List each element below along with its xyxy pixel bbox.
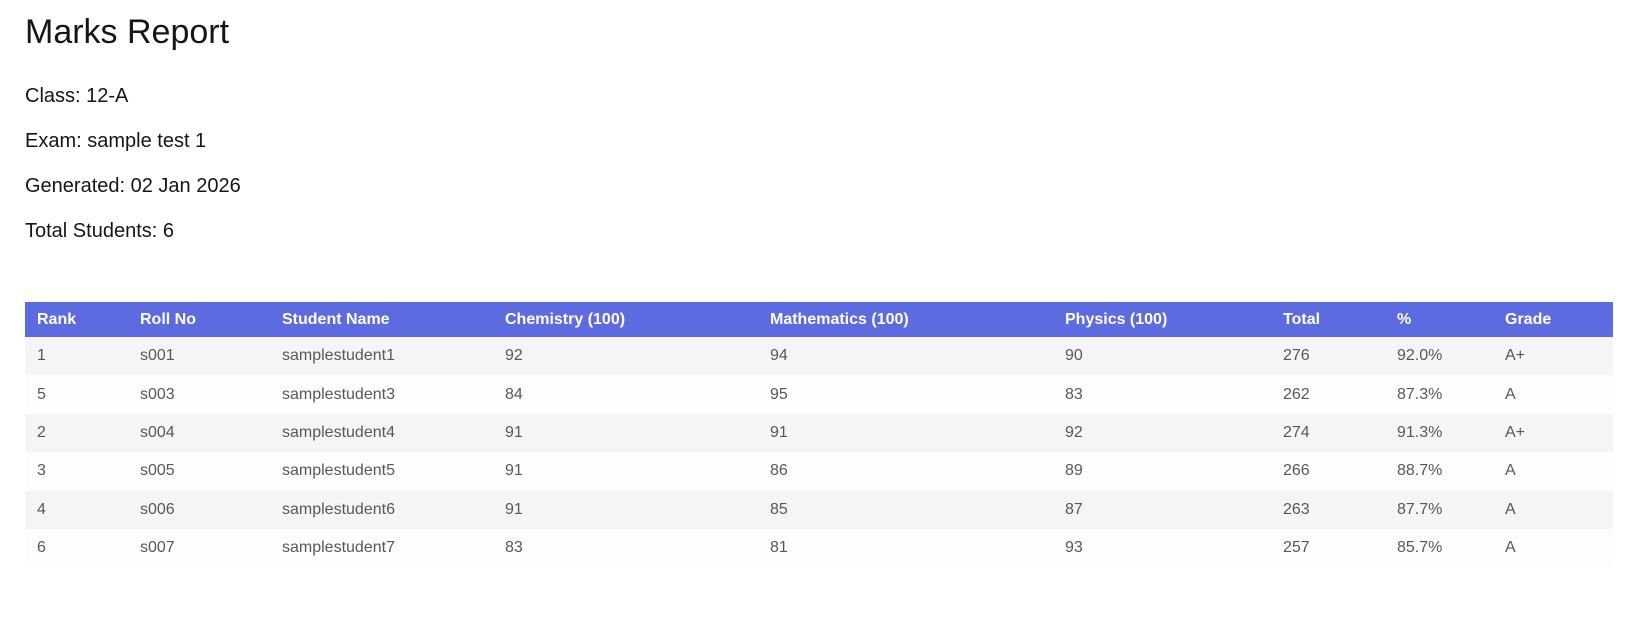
table-cell: s001 — [140, 347, 175, 365]
report-title: Marks Report — [25, 13, 230, 51]
table-cell: 81 — [770, 539, 788, 557]
table-cell: 91 — [505, 500, 523, 518]
table-cell: s003 — [140, 385, 175, 403]
table-row: 3 s005 samplestudent5 91 86 89 266 88.7% A — [25, 452, 1613, 491]
table-cell: samplestudent6 — [282, 500, 395, 518]
marks-table: Rank Roll No Student Name Chemistry (100) Ma… — [25, 302, 1613, 568]
table-cell: samplestudent3 — [282, 385, 395, 403]
table-cell: 91 — [770, 423, 788, 441]
table-cell: samplestudent5 — [282, 462, 395, 480]
table-header-cell: Rank — [25, 302, 128, 337]
table-cell: 4 — [37, 500, 46, 518]
table-cell: 87.7% — [1397, 500, 1443, 518]
table-cell: 257 — [1283, 539, 1310, 557]
table-cell: 85 — [770, 500, 788, 518]
table-cell: A — [1505, 385, 1516, 403]
table-cell: A — [1505, 462, 1516, 480]
table-cell: 93 — [1065, 539, 1083, 557]
table-header-cell: Physics (100) — [1053, 302, 1271, 337]
table-row: 4 s006 samplestudent6 91 85 87 263 87.7% A — [25, 490, 1613, 529]
table-cell: 91 — [505, 423, 523, 441]
table-cell: 88.7% — [1397, 462, 1443, 480]
table-header-cell: Total — [1271, 302, 1385, 337]
table-cell: 91.3% — [1397, 423, 1443, 441]
table-cell: s005 — [140, 462, 175, 480]
table-cell: 1 — [37, 347, 46, 365]
table-row: 1 s001 samplestudent1 92 94 90 276 92.0% A+ — [25, 337, 1613, 376]
report-meta-line: Exam: sample test 1 — [25, 130, 207, 152]
table-cell: 90 — [1065, 347, 1083, 365]
table-cell: samplestudent4 — [282, 423, 395, 441]
table-cell: 86 — [770, 462, 788, 480]
table-cell: A+ — [1505, 347, 1526, 365]
table-cell: 6 — [37, 539, 46, 557]
table-cell: 87.3% — [1397, 385, 1443, 403]
table-cell: 92.0% — [1397, 347, 1443, 365]
table-cell: A+ — [1505, 423, 1526, 441]
table-header-row: Rank Roll No Student Name Chemistry (100) Ma… — [25, 302, 1613, 337]
table-cell: s004 — [140, 423, 175, 441]
table-cell: 2 — [37, 423, 46, 441]
table-header-cell: Roll No — [128, 302, 270, 337]
table-cell: 91 — [505, 462, 523, 480]
report-meta: Class: 12-A Exam: sample test 1 Generated:… — [25, 74, 241, 254]
table-header-cell: Student Name — [270, 302, 493, 337]
table-head: Rank Roll No Student Name Chemistry (100) Ma… — [25, 302, 1613, 337]
table-row: 6 s007 samplestudent7 83 81 93 257 85.7% A — [25, 528, 1613, 568]
table-header-cell: Chemistry (100) — [493, 302, 758, 337]
table-cell: 266 — [1283, 462, 1310, 480]
table-cell: s007 — [140, 539, 175, 557]
table-cell: 5 — [37, 385, 46, 403]
table-cell: A — [1505, 500, 1516, 518]
table-cell: 95 — [770, 385, 788, 403]
table-cell: samplestudent1 — [282, 347, 395, 365]
table-cell: 94 — [770, 347, 788, 365]
table-header-cell: Mathematics (100) — [758, 302, 1053, 337]
table-row: 5 s003 samplestudent3 84 95 83 262 87.3% A — [25, 375, 1613, 414]
table-cell: s006 — [140, 500, 175, 518]
report-meta-line: Total Students: 6 — [25, 220, 174, 242]
table-cell: 84 — [505, 385, 523, 403]
table-body: 1 s001 samplestudent1 92 94 90 276 92.0% A+ 5 s003… — [25, 337, 1613, 568]
report-meta-line: Generated: 02 Jan 2026 — [25, 175, 241, 197]
table-cell: 92 — [505, 347, 523, 365]
table-cell: 83 — [505, 539, 523, 557]
table-cell: 276 — [1283, 347, 1310, 365]
table-header-cell: Grade — [1493, 302, 1613, 337]
table-cell: 262 — [1283, 385, 1310, 403]
table-cell: samplestudent7 — [282, 539, 395, 557]
table-cell: 274 — [1283, 423, 1310, 441]
table-cell: A — [1505, 539, 1516, 557]
table-cell: 263 — [1283, 500, 1310, 518]
table-header-cell: % — [1385, 302, 1493, 337]
table-cell: 92 — [1065, 423, 1083, 441]
table-cell: 85.7% — [1397, 539, 1443, 557]
table-row: 2 s004 samplestudent4 91 91 92 274 91.3% A+ — [25, 413, 1613, 453]
table-cell: 87 — [1065, 500, 1083, 518]
table-cell: 89 — [1065, 462, 1083, 480]
table-cell: 3 — [37, 462, 46, 480]
table-cell: 83 — [1065, 385, 1083, 403]
report-meta-line: Class: 12-A — [25, 85, 129, 107]
